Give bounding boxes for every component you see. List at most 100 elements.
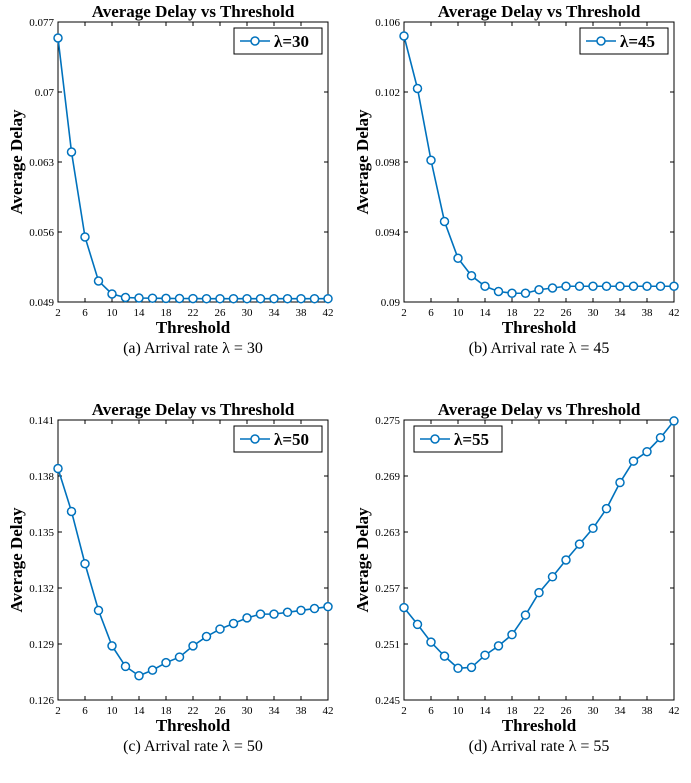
legend-marker-swatch (430, 434, 440, 444)
legend: λ=30 (233, 27, 323, 55)
data-point (642, 281, 652, 291)
x-tick-label: 2 (401, 705, 407, 717)
data-point (93, 276, 104, 286)
x-axis-label: Threshold (502, 318, 577, 337)
chart-panel-2: Average Delay vs Threshold 2 6 10 14 18 22 26 30… (346, 0, 691, 350)
y-tick-label: 0.09 (381, 297, 401, 309)
legend-marker-swatch (250, 434, 260, 444)
x-tick-label: 30 (588, 307, 600, 319)
data-point (228, 618, 239, 629)
data-point (188, 293, 198, 304)
x-axis-label: Threshold (156, 318, 231, 337)
data-point (547, 283, 558, 293)
data-point (53, 33, 63, 43)
data-point (120, 292, 131, 303)
x-tick-label: 2 (55, 705, 61, 717)
legend: λ=55 (413, 425, 503, 453)
legend: λ=50 (233, 425, 323, 453)
data-point (453, 663, 463, 674)
legend-marker-swatch (596, 36, 606, 46)
data-point (80, 558, 90, 569)
x-tick-label: 34 (615, 307, 627, 319)
data-point (269, 293, 279, 304)
data-point (66, 506, 77, 517)
y-axis-label: Average Delay (353, 507, 372, 612)
x-tick-label: 10 (453, 307, 465, 319)
y-tick-label: 0.102 (375, 87, 400, 99)
x-tick-label: 26 (215, 307, 227, 319)
data-point (615, 281, 625, 291)
plot-area-frame (57, 21, 329, 303)
data-point (655, 432, 666, 443)
legend-label: λ=45 (620, 32, 655, 51)
data-point (426, 637, 436, 647)
data-point (53, 463, 63, 474)
data-point (466, 271, 477, 281)
x-tick-label: 38 (642, 307, 654, 319)
x-tick-label: 2 (55, 307, 61, 319)
legend-label: λ=30 (274, 32, 309, 51)
y-tick-label: 0.245 (375, 695, 400, 707)
x-tick-label: 34 (269, 307, 281, 319)
y-tick-label: 0.049 (29, 297, 54, 309)
data-point (282, 607, 293, 618)
data-point (174, 652, 185, 662)
data-point (147, 665, 158, 675)
chart-panel-4: Average Delay vs Threshold 2 6 10 14 18 22 26 30… (346, 398, 691, 748)
y-tick-label: 0.138 (29, 471, 54, 483)
x-tick-label: 22 (188, 307, 199, 319)
data-point (412, 619, 423, 630)
x-tick-label: 14 (134, 307, 146, 319)
data-point (134, 670, 144, 681)
data-point (507, 629, 517, 640)
x-tick-label: 10 (107, 705, 119, 717)
y-tick-label: 0.063 (29, 157, 54, 169)
data-point (296, 293, 306, 304)
data-point (93, 605, 104, 616)
chart-title: Average Delay vs Threshold (92, 400, 295, 419)
y-tick-label: 0.07 (35, 87, 55, 99)
data-point (309, 293, 320, 304)
data-point (134, 293, 144, 303)
x-tick-label: 26 (561, 705, 573, 717)
y-tick-label: 0.141 (29, 415, 54, 427)
x-tick-label: 6 (428, 705, 434, 717)
x-axis-label: Threshold (156, 716, 231, 735)
legend-marker-swatch (250, 36, 260, 46)
data-point (480, 281, 490, 291)
data-point (255, 609, 266, 619)
data-point (147, 293, 158, 303)
y-tick-label: 0.106 (375, 17, 400, 29)
x-tick-label: 14 (480, 705, 492, 717)
chart-title: Average Delay vs Threshold (438, 400, 641, 419)
y-axis-label: Average Delay (7, 507, 26, 612)
x-tick-label: 30 (242, 705, 254, 717)
x-tick-label: 26 (215, 705, 227, 717)
data-point (439, 216, 450, 227)
data-point (520, 288, 531, 298)
data-point (174, 293, 185, 304)
data-point (323, 293, 333, 304)
y-tick-label: 0.126 (29, 695, 54, 707)
data-point (323, 601, 333, 612)
x-tick-label: 42 (323, 307, 334, 319)
legend-label: λ=55 (454, 430, 489, 449)
chart-caption: (d) Arrival rate λ = 55 (468, 738, 610, 755)
y-tick-label: 0.251 (375, 639, 400, 651)
data-point (480, 650, 490, 660)
x-tick-label: 34 (269, 705, 281, 717)
y-tick-label: 0.257 (375, 583, 400, 595)
data-point (399, 602, 409, 613)
x-tick-label: 42 (669, 307, 680, 319)
x-tick-label: 2 (401, 307, 407, 319)
data-point (161, 657, 171, 668)
data-point (615, 477, 625, 488)
chart-title: Average Delay vs Threshold (438, 2, 641, 21)
x-tick-label: 30 (588, 705, 600, 717)
data-point (574, 281, 585, 291)
data-point (453, 253, 463, 263)
data-point (242, 613, 252, 623)
chart-panel-3: Average Delay vs Threshold 2 6 10 14 18 22 26 30… (0, 398, 345, 748)
